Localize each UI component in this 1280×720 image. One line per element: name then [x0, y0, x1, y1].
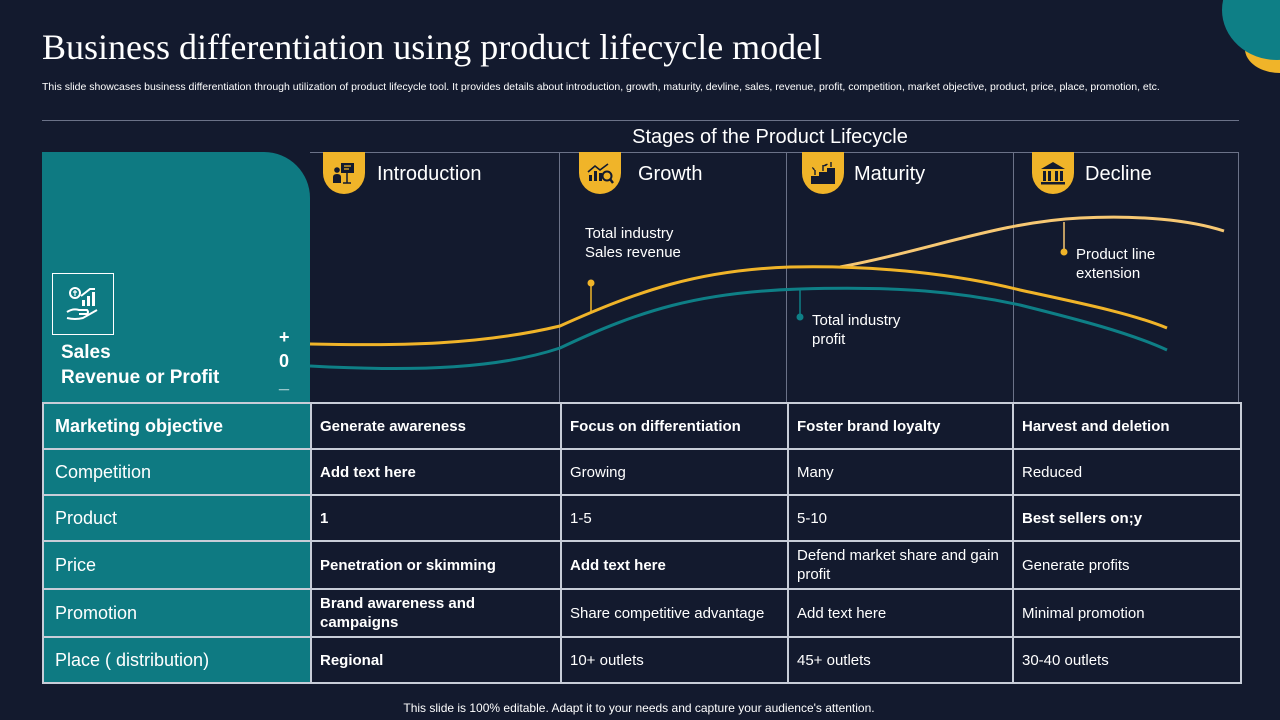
table-cell: Foster brand loyalty: [787, 402, 1014, 450]
table-cell: 1: [310, 494, 562, 542]
table-cell: Add text here: [560, 540, 789, 590]
table-cell: Regional: [310, 636, 562, 684]
stage-label-introduction: Introduction: [377, 163, 482, 185]
footer-note: This slide is 100% editable. Adapt it to…: [403, 701, 875, 715]
table-cell: Harvest and deletion: [1012, 402, 1242, 450]
stage-divider: [786, 152, 787, 402]
stage-label-growth: Growth: [638, 163, 703, 185]
table-cell: Reduced: [1012, 448, 1242, 496]
table-cell: Add text here: [310, 448, 562, 496]
table-cell: Share competitive advantage: [560, 588, 789, 638]
profit-annotation-dot: [796, 313, 804, 321]
total-industry-sales-curve: [309, 265, 1168, 347]
table-cell: Generate profits: [1012, 540, 1242, 590]
table-row: Price Penetration or skimming Add text h…: [42, 540, 1242, 590]
axis-zero: 0: [279, 351, 290, 371]
table-cell: Penetration or skimming: [310, 540, 562, 590]
table-cell: 10+ outlets: [560, 636, 789, 684]
table-row: Marketing objective Generate awareness F…: [42, 402, 1242, 450]
y-axis-label: Sales Revenue or Profit: [61, 340, 219, 390]
row-header: Product: [42, 494, 312, 542]
stage-label-decline: Decline: [1085, 163, 1152, 185]
row-header: Competition: [42, 448, 312, 496]
axis-plus: +: [279, 327, 290, 347]
y-axis-label-line1: Sales: [61, 342, 111, 363]
page-title: Business differentiation using product l…: [42, 27, 823, 67]
presentation-icon: [323, 152, 365, 194]
table-cell: Brand awareness and campaigns: [310, 588, 562, 638]
table-cell: Growing: [560, 448, 789, 496]
y-axis-label-line2: Revenue or Profit: [61, 367, 220, 388]
table-row: Product 1 1-5 5-10 Best sellers on;y: [42, 494, 1242, 542]
title-divider: [42, 120, 1239, 121]
stage-label-maturity: Maturity: [854, 163, 926, 185]
table-cell: Minimal promotion: [1012, 588, 1242, 638]
page-subtitle: This slide showcases business differenti…: [42, 81, 1160, 93]
table-cell: 1-5: [560, 494, 789, 542]
stage-divider: [1238, 152, 1239, 402]
row-header: Place ( distribution): [42, 636, 312, 684]
sales-revenue-annotation: Total industry Sales revenue: [585, 224, 681, 262]
sales-revenue-annotation-line2: Sales revenue: [585, 244, 681, 261]
extension-annotation-line2: extension: [1076, 265, 1141, 282]
table-cell: Generate awareness: [310, 402, 562, 450]
profit-annotation: Total industry profit: [812, 311, 900, 349]
bar-chart-icon: [1032, 152, 1074, 194]
sales-annotation-dot: [587, 279, 595, 287]
axis-minus: _: [279, 372, 290, 392]
table-cell: Focus on differentiation: [560, 402, 789, 450]
sales-revenue-annotation-line1: Total industry: [585, 225, 674, 242]
table-cell: 45+ outlets: [787, 636, 1014, 684]
total-industry-profit-curve: [309, 286, 1168, 371]
table-cell: Many: [787, 448, 1014, 496]
table-cell: Add text here: [787, 588, 1014, 638]
stage-divider: [1013, 152, 1014, 402]
sales-growth-icon: [52, 273, 114, 335]
extension-annotation: Product line extension: [1076, 245, 1155, 283]
row-header: Promotion: [42, 588, 312, 638]
table-row: Competition Add text here Growing Many R…: [42, 448, 1242, 496]
lifecycle-matrix-table: Marketing objective Generate awareness F…: [42, 402, 1242, 684]
growth-chart-icon: [579, 152, 621, 194]
stages-heading: Stages of the Product Lifecycle: [632, 126, 908, 148]
product-line-extension-curve: [839, 215, 1225, 269]
table-cell: Best sellers on;y: [1012, 494, 1242, 542]
extension-annotation-dot: [1060, 248, 1068, 256]
row-header: Price: [42, 540, 312, 590]
profit-annotation-line1: Total industry: [812, 312, 901, 329]
table-row: Place ( distribution) Regional 10+ outle…: [42, 636, 1242, 684]
table-cell: 5-10: [787, 494, 1014, 542]
stage-divider: [559, 152, 560, 402]
table-row: Promotion Brand awareness and campaigns …: [42, 588, 1242, 638]
stages-top-border: [310, 152, 1239, 153]
profit-annotation-line2: profit: [812, 331, 846, 348]
plant-growth-icon: [802, 152, 844, 194]
row-header: Marketing objective: [42, 402, 312, 450]
table-cell: Defend market share and gain profit: [787, 540, 1014, 590]
extension-annotation-line1: Product line: [1076, 246, 1156, 263]
table-cell: 30-40 outlets: [1012, 636, 1242, 684]
